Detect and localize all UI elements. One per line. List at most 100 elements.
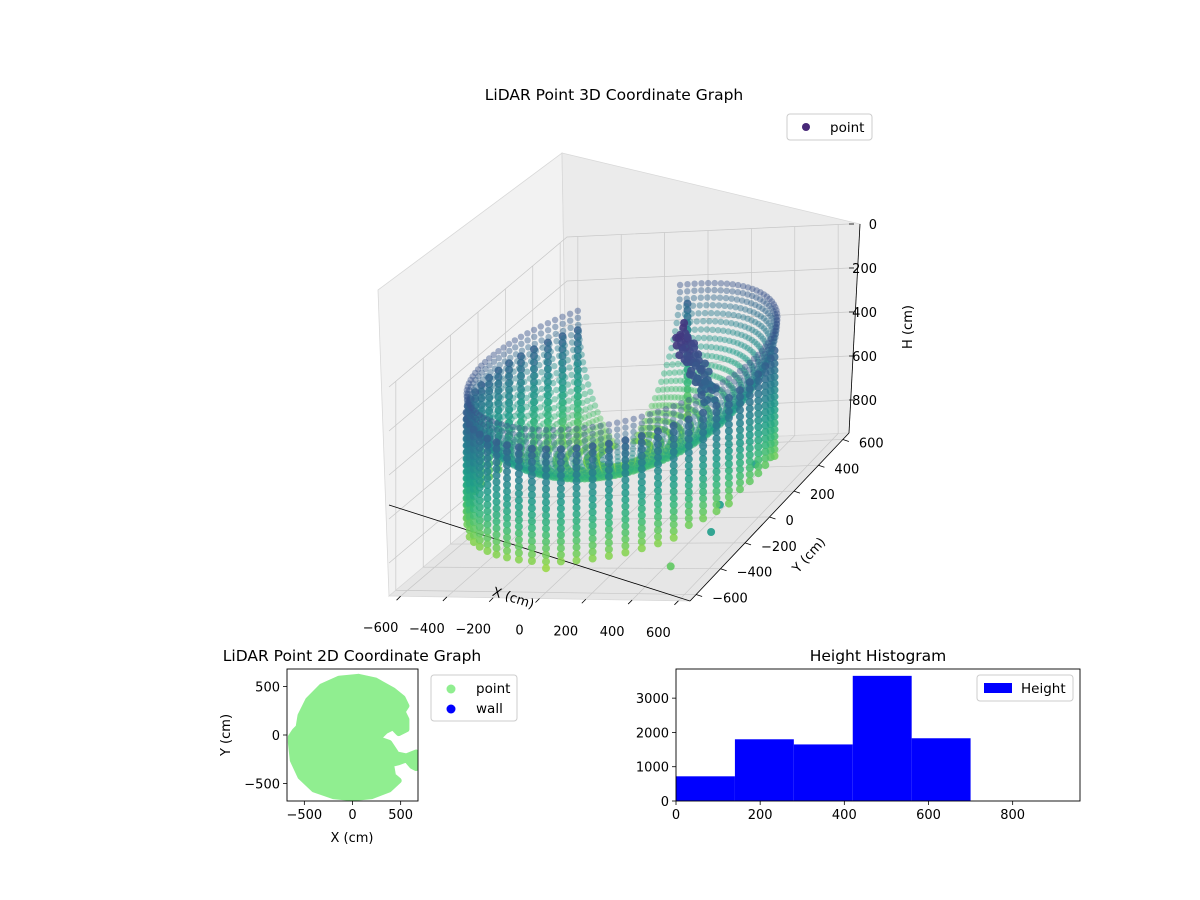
x-tick-label-3d: 600: [646, 626, 671, 641]
point-3d: [572, 549, 581, 558]
point-3d: [691, 361, 700, 370]
point-3d: [478, 421, 485, 428]
point-3d: [465, 406, 472, 413]
point-3d: [527, 484, 536, 493]
point-3d: [553, 429, 560, 437]
point-3d: [692, 393, 700, 400]
point-3d: [550, 433, 557, 440]
point-3d: [678, 430, 685, 437]
point-3d: [664, 394, 671, 401]
point-3d: [736, 419, 744, 428]
point-3d: [503, 494, 511, 502]
point-3d: [760, 351, 767, 358]
point-3d: [572, 530, 581, 538]
point-3d: [556, 511, 565, 520]
point-3d: [543, 391, 552, 400]
point-3d: [494, 426, 503, 434]
point-3d: [483, 514, 492, 522]
point-3d: [767, 312, 774, 319]
point-3d: [564, 474, 571, 482]
point-3d: [543, 365, 552, 373]
point-3d: [583, 444, 590, 451]
point-3d: [537, 412, 545, 419]
x-tick-mark-3d: [488, 597, 494, 603]
point-3d: [581, 468, 588, 475]
point-3d: [568, 371, 575, 379]
point-3d: [712, 467, 721, 476]
point-3d: [724, 479, 733, 488]
point-3d: [515, 431, 523, 438]
point-3d: [505, 435, 512, 443]
point-3d: [506, 388, 513, 395]
point-3d: [595, 460, 602, 467]
point-3d: [558, 439, 565, 446]
legend-2d-point-marker: [446, 684, 456, 694]
point-3d: [725, 380, 733, 388]
point-3d: [736, 392, 744, 401]
point-3d: [652, 402, 659, 409]
point-3d: [772, 314, 780, 321]
point-3d: [614, 457, 621, 465]
point-3d: [669, 500, 678, 509]
point-3d: [467, 376, 474, 384]
point-3d: [673, 319, 680, 327]
point-3d: [764, 346, 772, 353]
y-tick-mark-3d: [793, 490, 801, 494]
point-3d: [716, 374, 723, 382]
legend-3d[interactable]: point: [786, 113, 873, 141]
point-3d: [685, 396, 692, 404]
point-3d: [766, 295, 773, 303]
point-3d: [614, 465, 622, 472]
point-3d: [741, 343, 748, 350]
point-3d: [499, 434, 506, 441]
point-3d: [699, 514, 708, 523]
point-3d: [637, 498, 646, 507]
point-3d: [706, 409, 713, 416]
point-3d: [483, 434, 492, 443]
point-3d: [684, 488, 693, 497]
point-3d: [544, 365, 552, 373]
point-3d: [652, 417, 659, 424]
point-3d: [705, 427, 713, 434]
point-3d: [647, 417, 654, 424]
point-3d: [604, 518, 613, 527]
point-3d: [739, 353, 746, 360]
point-3d: [588, 455, 597, 464]
point-3d: [676, 281, 684, 289]
point-3d: [556, 445, 565, 454]
point-3d: [480, 414, 487, 421]
point-3d: [587, 388, 594, 395]
point-3d: [694, 430, 701, 437]
point-3d: [469, 373, 476, 380]
point-3d: [521, 464, 529, 471]
point-3d: [517, 431, 525, 440]
legend-histogram[interactable]: Height: [976, 674, 1074, 702]
point-3d: [543, 438, 550, 445]
point-3d: [505, 371, 512, 379]
point-3d: [509, 441, 516, 448]
point-3d: [637, 478, 646, 487]
point-3d: [647, 443, 654, 451]
point-3d: [684, 507, 693, 516]
point-3d: [559, 367, 567, 374]
point-3d: [556, 557, 565, 566]
point-3d: [737, 379, 744, 386]
point-3d: [534, 354, 541, 362]
point-3d: [773, 320, 781, 327]
point-3d: [680, 319, 689, 327]
point-3d: [699, 415, 708, 424]
point-3d: [684, 422, 693, 431]
point-3d: [549, 468, 556, 475]
legend-2d[interactable]: point wall: [430, 674, 518, 722]
point-3d: [703, 343, 710, 350]
point-3d: [648, 402, 655, 410]
point-3d: [630, 415, 637, 423]
point-3d: [763, 300, 770, 307]
point-3d: [597, 462, 605, 469]
point-3d: [646, 411, 654, 418]
point-3d: [671, 411, 678, 418]
point-3d: [645, 463, 652, 470]
point-3d: [614, 419, 621, 426]
point-3d: [574, 307, 581, 314]
point-3d: [654, 532, 662, 541]
